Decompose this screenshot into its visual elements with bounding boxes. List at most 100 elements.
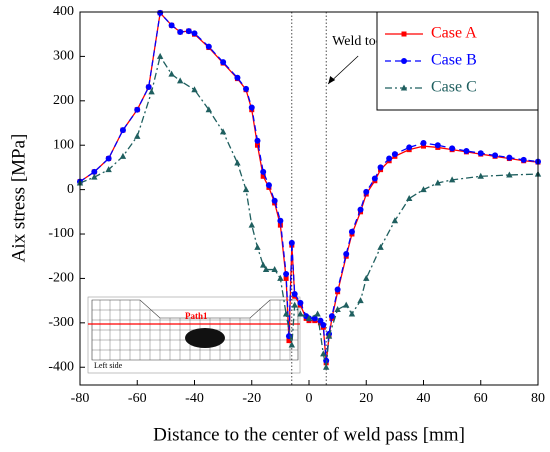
data-point	[371, 175, 378, 182]
inset: Path1 Left side	[87, 296, 301, 374]
data-point	[191, 86, 198, 93]
data-point	[286, 338, 292, 344]
data-point	[119, 152, 127, 159]
data-point	[288, 341, 296, 348]
data-point	[248, 221, 255, 228]
data-point	[277, 274, 284, 281]
data-point	[283, 275, 289, 281]
data-point	[328, 313, 335, 320]
data-point	[448, 176, 456, 183]
data-point	[297, 299, 304, 306]
data-point	[248, 104, 255, 111]
data-point	[176, 77, 184, 84]
data-point	[185, 28, 192, 35]
data-point	[291, 301, 298, 308]
data-point	[420, 139, 427, 146]
x-tick-label: 20	[359, 391, 373, 406]
data-point	[156, 52, 164, 59]
data-point	[168, 70, 175, 77]
data-point	[348, 228, 355, 235]
legend-label: Case B	[431, 52, 477, 69]
data-point	[105, 166, 112, 173]
x-tick-label: -40	[185, 391, 204, 406]
x-tick-label: -80	[71, 391, 90, 406]
y-tick-label: 0	[67, 182, 74, 197]
data-point	[434, 142, 441, 149]
x-tick-label: 80	[531, 391, 545, 406]
data-point	[243, 85, 250, 92]
data-point	[134, 106, 141, 113]
data-point	[234, 159, 241, 166]
annotation-arrowhead	[328, 76, 336, 84]
y-tick-label: 300	[53, 49, 74, 64]
data-point	[322, 363, 330, 370]
data-point	[463, 147, 470, 154]
data-point	[363, 188, 370, 195]
data-point	[219, 128, 227, 135]
data-point	[334, 286, 341, 293]
y-tick-label: -300	[48, 315, 74, 330]
x-tick-label: 0	[306, 391, 313, 406]
data-point	[363, 274, 370, 281]
data-point	[265, 182, 272, 189]
y-tick-label: -400	[48, 359, 74, 374]
data-point	[449, 145, 456, 152]
data-point	[391, 151, 398, 158]
data-point	[254, 137, 261, 144]
data-point	[420, 186, 427, 193]
data-point	[262, 266, 270, 273]
data-point	[334, 306, 341, 313]
data-point	[477, 150, 484, 157]
data-point	[325, 332, 333, 339]
data-point	[421, 143, 426, 149]
legend-marker	[400, 84, 408, 91]
data-point	[191, 30, 198, 37]
data-point	[405, 195, 413, 201]
data-point	[357, 297, 364, 304]
data-point	[506, 154, 513, 161]
legend-marker	[401, 31, 407, 37]
y-tick-label: 400	[53, 4, 74, 19]
data-point	[277, 217, 284, 224]
data-point	[91, 168, 98, 175]
data-point	[288, 239, 295, 246]
data-point	[305, 314, 313, 321]
data-point	[492, 152, 499, 159]
inset-weld	[185, 328, 225, 348]
data-point	[477, 172, 484, 179]
data-point	[291, 290, 298, 297]
data-point	[234, 74, 241, 81]
data-point	[177, 28, 184, 35]
data-point	[260, 168, 267, 175]
data-point	[91, 173, 98, 180]
data-point	[271, 266, 278, 273]
data-point	[406, 144, 413, 151]
data-point	[157, 9, 164, 16]
data-point	[282, 310, 290, 317]
data-point	[242, 186, 250, 193]
data-point	[297, 310, 304, 317]
data-point	[348, 310, 356, 317]
data-point	[343, 301, 350, 308]
data-point	[205, 43, 212, 50]
data-point	[254, 243, 261, 250]
data-point	[320, 322, 327, 329]
data-point	[119, 127, 126, 134]
data-point	[254, 142, 260, 148]
annotation: Weld toe	[332, 34, 382, 49]
data-point	[220, 59, 227, 66]
x-tick-label: -60	[128, 391, 147, 406]
y-tick-label: 200	[53, 93, 74, 108]
legend-marker	[401, 58, 407, 64]
legend-label: Case C	[431, 79, 477, 96]
data-point	[314, 310, 321, 317]
y-tick-label: -100	[48, 226, 74, 241]
inset-label: Left side	[94, 361, 123, 370]
plot-frame	[79, 11, 539, 386]
data-point	[148, 88, 155, 95]
x-tick-label: 40	[417, 391, 431, 406]
data-point	[357, 206, 364, 213]
data-point	[283, 270, 290, 277]
data-point	[260, 261, 267, 268]
